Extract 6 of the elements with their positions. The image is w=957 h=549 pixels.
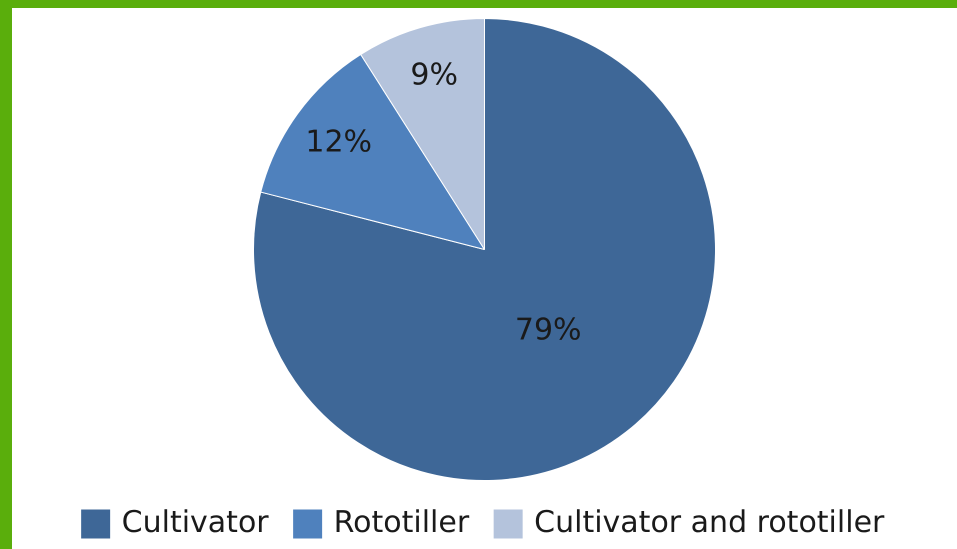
data-label: 9% [410,57,458,92]
legend-label: Cultivator [122,504,270,540]
legend-label: Rototiller [334,504,470,540]
data-label: 79% [514,312,582,348]
legend-label: Cultivator and rototiller [534,504,886,540]
data-label: 12% [305,124,372,160]
